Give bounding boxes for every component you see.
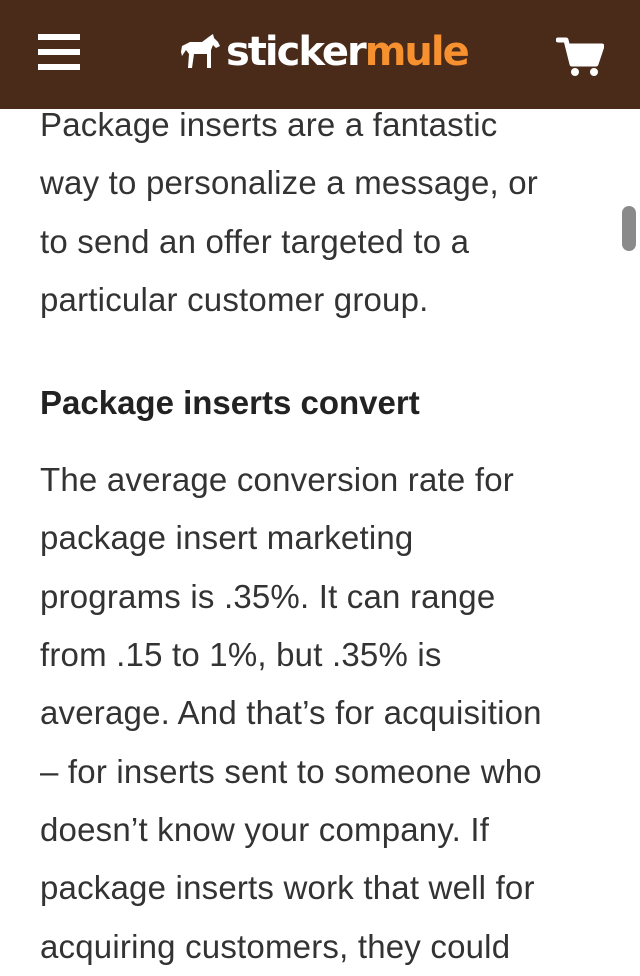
intro-line: particular customer group.	[40, 280, 429, 318]
article-content: Package inserts are a fantastic way to p…	[40, 96, 610, 976]
body-line: – for inserts sent to someone who	[40, 752, 542, 790]
body-line: The average conversion rate for	[40, 461, 514, 499]
stickermule-logo[interactable]: stickermule	[180, 28, 470, 76]
body-line: acquiring customers, they could	[40, 927, 511, 965]
body-line: from .15 to 1%, but .35% is	[40, 636, 442, 674]
body-line: package insert marketing	[40, 519, 414, 557]
logo-word-sticker: sticker	[226, 29, 367, 75]
intro-line: to send an offer targeted to a	[40, 222, 470, 260]
body-line: average. And that’s for acquisition	[40, 694, 542, 732]
intro-line: Package inserts are a fantastic	[40, 106, 498, 143]
logo-word-mule: mule	[364, 29, 470, 75]
section-heading: Package inserts convert	[40, 384, 420, 422]
mule-logo-icon	[181, 34, 220, 68]
body-line: doesn’t know your company. If	[40, 810, 490, 848]
body-paragraph: The average conversion rate for package …	[40, 451, 610, 976]
hamburger-menu-icon[interactable]	[38, 32, 80, 72]
site-header: stickermule	[0, 0, 640, 109]
body-line: package inserts work that well for	[40, 869, 535, 907]
logo-text: stickermule	[226, 29, 470, 75]
shopping-cart-icon[interactable]	[556, 36, 604, 78]
intro-paragraph: Package inserts are a fantastic way to p…	[40, 96, 610, 329]
scrollbar-thumb[interactable]	[622, 206, 636, 251]
body-line: programs is .35%. It can range	[40, 577, 496, 615]
intro-line: way to personalize a message, or	[40, 164, 538, 202]
